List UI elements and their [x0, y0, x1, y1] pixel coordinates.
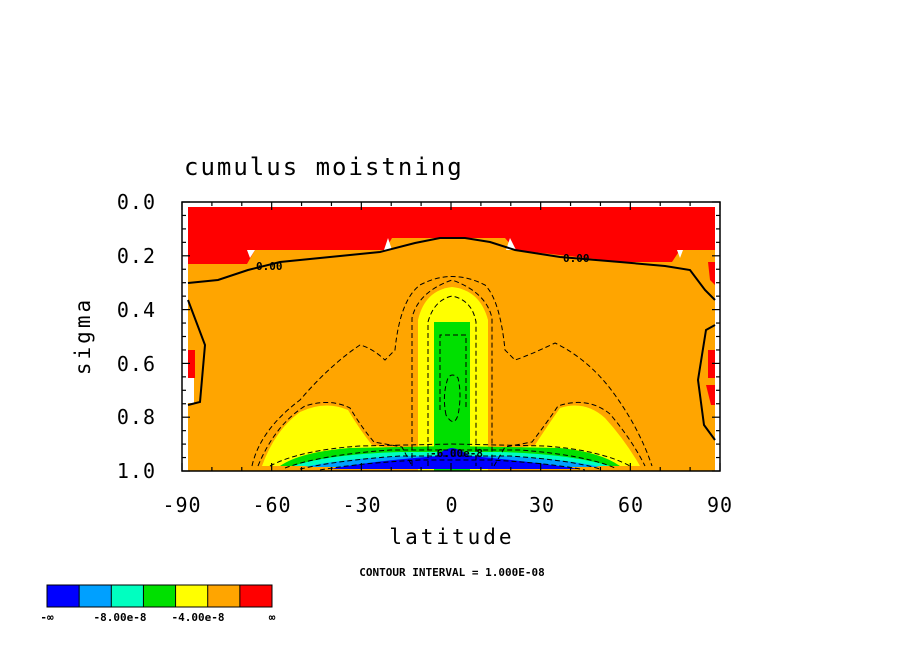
colorbar-swatch [47, 585, 80, 607]
colorbar [46, 584, 273, 608]
y-tick-label: 1.0 [117, 459, 156, 483]
colorbar-swatch [239, 585, 272, 607]
x-tick-label: 0 [445, 493, 458, 517]
y-tick-labels: 0.0 0.2 0.4 0.6 0.8 1.0 [117, 190, 156, 483]
y-tick-label: 0.6 [117, 352, 156, 376]
contour-label-core: -6.00e-8 [430, 447, 483, 460]
x-tick-label: 60 [618, 493, 644, 517]
region-gap-left [384, 238, 392, 250]
contour-label-right: 0.00 [563, 252, 590, 265]
y-tick-label: 0.4 [117, 298, 156, 322]
colorbar-frame [46, 584, 273, 608]
region-red-left-side [188, 350, 195, 378]
region-green-column [434, 322, 470, 471]
axis-ticks [181, 201, 721, 472]
colorbar-label-1: -8.00e-8 [94, 611, 147, 624]
x-tick-label: -90 [162, 493, 201, 517]
zero-contours [187, 237, 716, 441]
x-axis-label: latitude [389, 525, 514, 549]
colorbar-swatch [79, 585, 112, 607]
colorbar-label-2: -4.00e-8 [172, 611, 225, 624]
colorbar-swatch [143, 585, 176, 607]
colorbar-swatch [111, 585, 144, 607]
y-tick-label: 0.8 [117, 405, 156, 429]
region-blue-core [425, 448, 480, 468]
x-tick-label: -60 [252, 493, 291, 517]
colorbar-label-max: ∞ [269, 611, 276, 624]
region-red-upper [188, 207, 715, 264]
x-tick-labels: -90 -60 -30 0 30 60 90 [162, 493, 733, 517]
x-tick-label: -30 [342, 493, 381, 517]
colorbar-swatch [207, 585, 240, 607]
region-white-left [188, 378, 194, 403]
contour-interval-note: CONTOUR INTERVAL = 1.000E-08 [359, 566, 544, 579]
colorbar-swatch [175, 585, 208, 607]
x-tick-label: 30 [529, 493, 555, 517]
chart-title: cumulus moistning [184, 153, 464, 181]
y-tick-label: 0.0 [117, 190, 156, 214]
region-gap-far-right [677, 250, 683, 258]
region-red-right-top [708, 262, 715, 285]
x-tick-label: 90 [707, 493, 733, 517]
region-red-right-mid [706, 385, 715, 405]
region-red-right-side [708, 350, 715, 378]
region-gap-far-left [247, 250, 255, 258]
dashed-contours [251, 276, 653, 471]
colorbar-label-min: -∞ [40, 611, 54, 624]
y-tick-label: 0.2 [117, 244, 156, 268]
y-axis-label: sigma [71, 297, 95, 375]
contour-label-left: 0.00 [256, 260, 283, 273]
plot-area: 0.00 0.00 -6.00e-8 [187, 207, 716, 471]
